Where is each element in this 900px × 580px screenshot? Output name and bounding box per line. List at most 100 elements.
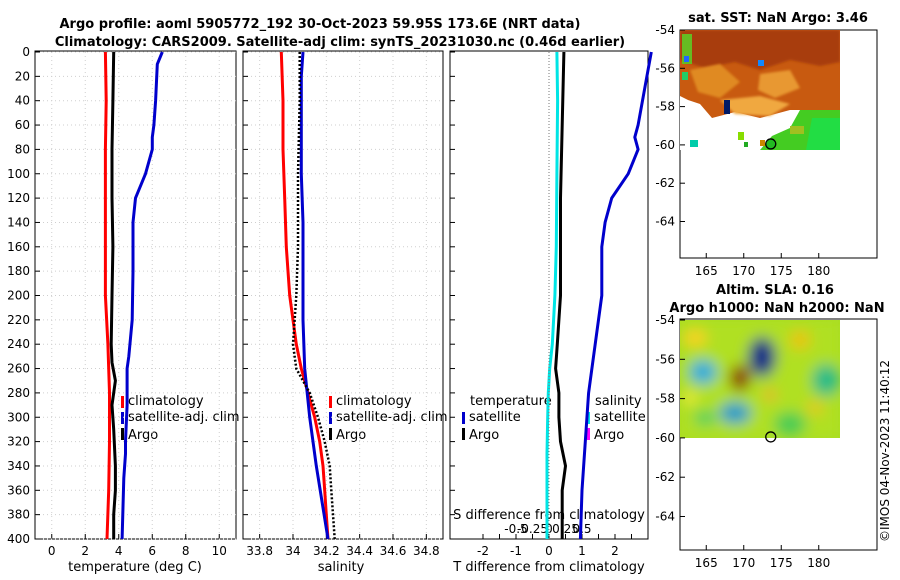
y-tick-label: 60 xyxy=(15,118,30,132)
y-tick-label: 280 xyxy=(7,386,30,400)
s-tick-label: -0.25 xyxy=(517,522,548,536)
legend-argo: Argo xyxy=(128,428,158,443)
argo-position-marker xyxy=(765,431,777,443)
series-line-climatology xyxy=(103,51,111,540)
x-tick-label: 8 xyxy=(182,544,190,558)
map-y-tick-label: -64 xyxy=(655,215,675,229)
y-tick-label: 40 xyxy=(15,94,30,108)
x-tick-label: -2 xyxy=(477,544,489,558)
map-y-tick-label: -56 xyxy=(655,352,675,366)
legend-argo: Argo xyxy=(336,428,366,443)
map-x-tick-label: 175 xyxy=(770,264,793,278)
s-tick-label: -0.5 xyxy=(504,522,527,536)
map-y-tick-label: -54 xyxy=(655,313,675,327)
difference-legend-right: salinity satellite Argo xyxy=(587,394,646,443)
map-y-tick-label: -62 xyxy=(655,470,675,484)
difference-legend-left: temperature satellite Argo xyxy=(462,394,552,443)
map-y-tick-label: -60 xyxy=(655,138,675,152)
imos-watermark: ©IMOS 04-Nov-2023 11:40:12 xyxy=(878,360,892,542)
map-x-tick-label: 175 xyxy=(770,556,793,570)
map-y-tick-label: -62 xyxy=(655,176,675,190)
sla-high-anomaly xyxy=(730,365,750,391)
s-tick-label: 0.25 xyxy=(552,522,579,536)
x-tick-label: 34 xyxy=(285,544,300,558)
x-tick-label: 34.8 xyxy=(413,544,440,558)
map-y-tick-label: -54 xyxy=(655,23,675,37)
y-tick-label: 200 xyxy=(7,289,30,303)
map-x-tick-label: 170 xyxy=(732,556,755,570)
y-tick-label: 100 xyxy=(7,167,30,181)
legend-climatology: climatology xyxy=(128,394,204,409)
legend-climatology: climatology xyxy=(336,394,412,409)
x-tick-label: 2 xyxy=(81,544,89,558)
map-y-tick-label: -60 xyxy=(655,431,675,445)
salinity-xlabel: salinity xyxy=(318,560,365,575)
sst-map xyxy=(679,29,878,259)
y-tick-label: 120 xyxy=(7,191,30,205)
difference-xlabel-top: S difference from climatology xyxy=(453,508,645,523)
x-tick-label: 6 xyxy=(148,544,156,558)
legend-t-satellite: satellite xyxy=(469,410,521,425)
y-tick-label: 340 xyxy=(7,459,30,473)
map-y-tick-label: -58 xyxy=(655,100,675,114)
temperature-legend: climatology satellite-adj. clim Argo xyxy=(121,394,240,443)
y-tick-label: 320 xyxy=(7,435,30,449)
x-tick-label: 34.2 xyxy=(313,544,340,558)
y-tick-label: 180 xyxy=(7,264,30,278)
sla-map-title-2: Argo h1000: NaN h2000: NaN xyxy=(669,301,884,316)
difference-xlabel: T difference from climatology xyxy=(452,560,645,575)
x-tick-label: 34.6 xyxy=(380,544,407,558)
y-tick-label: 300 xyxy=(7,410,30,424)
map-y-tick-label: -64 xyxy=(655,510,675,524)
y-tick-label: 220 xyxy=(7,313,30,327)
y-tick-label: 140 xyxy=(7,215,30,229)
series-line-satellite-adj-clim xyxy=(120,51,164,540)
sla-low-anomaly xyxy=(748,337,776,377)
map-x-tick-label: 165 xyxy=(695,264,718,278)
title-line-2: Climatology: CARS2009. Satellite-adj cli… xyxy=(55,35,625,50)
x-tick-label: 0 xyxy=(545,544,553,558)
y-tick-label: 400 xyxy=(7,532,30,546)
map-x-tick-label: 180 xyxy=(807,264,830,278)
argo-position-marker xyxy=(765,138,777,150)
x-tick-label: 4 xyxy=(115,544,123,558)
map-y-tick-label: -58 xyxy=(655,392,675,406)
x-tick-label: -1 xyxy=(510,544,522,558)
legend-s-satellite: satellite xyxy=(594,410,646,425)
title-line-1: Argo profile: aoml 5905772_192 30-Oct-20… xyxy=(60,17,581,32)
x-tick-label: 34.4 xyxy=(346,544,373,558)
legend-salinity-title: salinity xyxy=(595,394,642,409)
x-tick-label: 0 xyxy=(48,544,56,558)
y-tick-label: 360 xyxy=(7,483,30,497)
y-tick-label: 20 xyxy=(15,69,30,83)
x-tick-label: 10 xyxy=(212,544,227,558)
x-tick-label: 1 xyxy=(578,544,586,558)
series-line-argo xyxy=(109,51,117,539)
series-line-t-satellite xyxy=(578,51,653,540)
legend-s-argo: Argo xyxy=(594,428,624,443)
series-line-s-satellite xyxy=(545,51,560,539)
temperature-xlabel: temperature (deg C) xyxy=(68,560,202,575)
sla-map-title-1: Altim. SLA: 0.16 xyxy=(716,283,834,298)
y-tick-label: 240 xyxy=(7,337,30,351)
series-line-climatology xyxy=(279,51,330,540)
legend-temperature-title: temperature xyxy=(470,394,552,409)
series-line-t-argo xyxy=(554,51,567,539)
x-tick-label: 33.8 xyxy=(246,544,273,558)
y-tick-label: 380 xyxy=(7,508,30,522)
series-line-satellite-adj-clim xyxy=(299,51,330,540)
series-line-argo xyxy=(291,52,336,540)
map-x-tick-label: 165 xyxy=(695,556,718,570)
y-tick-label: 0 xyxy=(22,45,30,59)
map-x-tick-label: 180 xyxy=(807,556,830,570)
map-y-tick-label: -56 xyxy=(655,61,675,75)
y-tick-label: 160 xyxy=(7,240,30,254)
sla-map xyxy=(679,318,878,551)
y-tick-label: 260 xyxy=(7,362,30,376)
legend-t-argo: Argo xyxy=(469,428,499,443)
salinity-legend: climatology satellite-adj. clim Argo xyxy=(329,394,448,443)
x-tick-label: 2 xyxy=(611,544,619,558)
sst-map-title: sat. SST: NaN Argo: 3.46 xyxy=(688,11,868,26)
y-tick-label: 80 xyxy=(15,142,30,156)
